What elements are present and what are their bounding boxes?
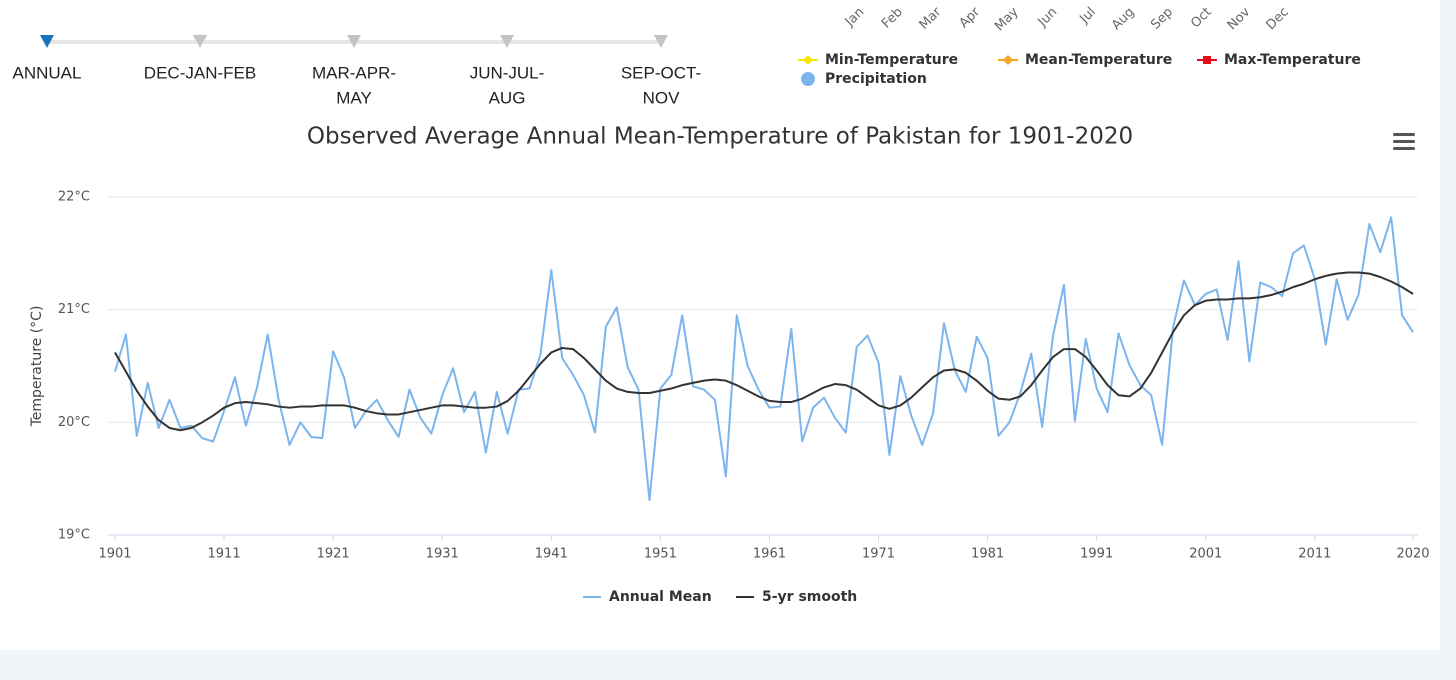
legend-marker — [1003, 55, 1013, 65]
legend-label[interactable]: Precipitation — [825, 71, 927, 87]
legend-marker — [801, 72, 815, 86]
x-tick-label: 1931 — [426, 547, 459, 562]
x-tick-label: 1971 — [862, 547, 895, 562]
x-tick-label: 1911 — [208, 547, 241, 562]
legend-label[interactable]: Mean-Temperature — [1025, 52, 1172, 68]
menu-bar — [1393, 147, 1415, 150]
season-marker[interactable] — [347, 35, 361, 48]
legend-label[interactable]: 5-yr smooth — [762, 589, 857, 605]
y-tick-label: 19°C — [58, 528, 90, 543]
menu-bar — [1393, 140, 1415, 143]
menu-bar — [1393, 133, 1415, 136]
legend-marker — [803, 55, 813, 65]
x-tick-label: 1961 — [753, 547, 786, 562]
season-marker[interactable] — [654, 35, 668, 48]
y-tick-label: 22°C — [58, 190, 90, 205]
legend-marker — [1203, 56, 1211, 64]
season-label[interactable]: AUG — [489, 88, 526, 107]
x-tick-label: 1921 — [317, 547, 350, 562]
legend-label[interactable]: Min-Temperature — [825, 52, 958, 68]
legend-label[interactable]: Max-Temperature — [1224, 52, 1361, 68]
season-label[interactable]: SEP-OCT- — [621, 63, 701, 82]
season-label[interactable]: MAY — [336, 88, 372, 107]
series-line — [114, 271, 1414, 432]
season-label[interactable]: JUN-JUL- — [470, 63, 545, 82]
x-tick-label: 1901 — [98, 547, 131, 562]
x-tick-label: 2011 — [1298, 547, 1331, 562]
panel — [0, 0, 1440, 650]
season-marker[interactable] — [500, 35, 514, 48]
season-label[interactable]: ANNUAL — [13, 63, 82, 82]
x-tick-label: 1991 — [1080, 547, 1113, 562]
x-tick-label: 1941 — [535, 547, 568, 562]
y-tick-label: 20°C — [58, 415, 90, 430]
x-tick-label: 2020 — [1396, 547, 1429, 562]
season-marker[interactable] — [193, 35, 207, 48]
y-tick-label: 21°C — [58, 302, 90, 317]
season-label[interactable]: NOV — [643, 88, 681, 107]
y-axis-title: Temperature (°C) — [29, 306, 45, 428]
x-tick-label: 2001 — [1189, 547, 1222, 562]
legend-label[interactable]: Annual Mean — [609, 589, 712, 605]
chart-title: Observed Average Annual Mean-Temperature… — [307, 124, 1133, 150]
season-label[interactable]: MAR-APR- — [312, 63, 396, 82]
x-tick-label: 1951 — [644, 547, 677, 562]
season-marker[interactable] — [40, 35, 54, 48]
x-tick-label: 1981 — [971, 547, 1004, 562]
season-label[interactable]: DEC-JAN-FEB — [144, 63, 256, 82]
menu-button[interactable] — [1393, 133, 1415, 150]
